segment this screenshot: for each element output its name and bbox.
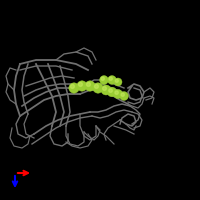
Circle shape bbox=[70, 84, 74, 88]
Circle shape bbox=[101, 77, 104, 80]
Circle shape bbox=[108, 76, 116, 84]
Circle shape bbox=[109, 89, 112, 92]
Circle shape bbox=[77, 81, 87, 91]
Circle shape bbox=[103, 87, 106, 90]
Circle shape bbox=[78, 82, 82, 86]
Circle shape bbox=[94, 84, 98, 88]
Circle shape bbox=[121, 93, 124, 96]
Circle shape bbox=[86, 82, 90, 86]
Circle shape bbox=[69, 83, 79, 93]
Circle shape bbox=[115, 91, 118, 94]
Circle shape bbox=[120, 92, 128, 100]
Circle shape bbox=[107, 87, 117, 97]
Circle shape bbox=[113, 89, 123, 99]
Circle shape bbox=[109, 77, 112, 80]
Circle shape bbox=[115, 79, 118, 82]
Circle shape bbox=[101, 85, 111, 95]
Circle shape bbox=[93, 83, 103, 93]
Circle shape bbox=[85, 81, 95, 91]
Circle shape bbox=[114, 78, 122, 86]
Circle shape bbox=[100, 76, 108, 84]
